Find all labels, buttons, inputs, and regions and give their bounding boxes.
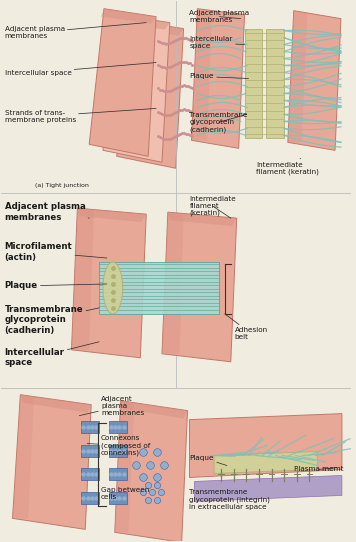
Text: Intercellular space: Intercellular space (5, 62, 156, 75)
Bar (109, 444, 127, 456)
Text: Transmembrane
glycoprotein
(cadherin): Transmembrane glycoprotein (cadherin) (189, 112, 248, 133)
Text: Gap between
cells: Gap between cells (98, 486, 149, 500)
Polygon shape (115, 401, 188, 542)
Text: Adjacent
plasma
membranes: Adjacent plasma membranes (79, 396, 144, 416)
Polygon shape (121, 401, 188, 418)
Text: Intermediate
filament (keratin): Intermediate filament (keratin) (256, 158, 319, 175)
Text: Connexons
(composed of
connexins): Connexons (composed of connexins) (87, 435, 150, 456)
Text: Intermediate
filament
(keratin): Intermediate filament (keratin) (189, 196, 236, 218)
Polygon shape (101, 9, 156, 24)
Polygon shape (194, 475, 342, 501)
Bar (81, 493, 99, 505)
Text: Microfilament
(actin): Microfilament (actin) (5, 242, 107, 262)
Polygon shape (115, 15, 170, 30)
Polygon shape (72, 208, 146, 358)
Polygon shape (20, 395, 91, 412)
Text: Adhesion
belt: Adhesion belt (225, 314, 268, 340)
Polygon shape (168, 212, 237, 226)
Text: Intercellular
space: Intercellular space (5, 342, 99, 367)
Text: Transmembrane
glycoprotein
(cadherin): Transmembrane glycoprotein (cadherin) (5, 305, 99, 335)
Text: Adjacent plasma
membranes: Adjacent plasma membranes (189, 10, 250, 23)
Bar (109, 493, 127, 505)
Polygon shape (115, 401, 135, 532)
Polygon shape (288, 11, 308, 143)
Polygon shape (162, 212, 237, 362)
Bar (81, 444, 99, 456)
Text: Plasma memt: Plasma memt (294, 467, 343, 473)
Polygon shape (192, 9, 212, 140)
Polygon shape (214, 451, 317, 474)
Polygon shape (129, 21, 184, 36)
Text: Intercellular
space: Intercellular space (189, 36, 245, 49)
Polygon shape (89, 9, 156, 156)
Text: Plaque: Plaque (189, 74, 248, 80)
Text: Adjacent plasma
membranes: Adjacent plasma membranes (5, 23, 146, 39)
Text: Plaque: Plaque (189, 455, 227, 466)
Bar (81, 421, 99, 433)
Bar (109, 421, 127, 433)
Polygon shape (103, 15, 170, 162)
Polygon shape (72, 208, 94, 350)
Ellipse shape (103, 262, 122, 314)
Text: (a) Tight junction: (a) Tight junction (35, 183, 89, 188)
Polygon shape (192, 9, 245, 149)
Bar (266, 29, 284, 138)
Bar (81, 468, 99, 480)
Bar (245, 29, 262, 138)
Text: Transmembrane
glycoprotein (integrin)
in extracellular space: Transmembrane glycoprotein (integrin) in… (189, 489, 270, 510)
Polygon shape (288, 11, 341, 150)
Text: Adjacent plasma
membranes: Adjacent plasma membranes (5, 203, 89, 222)
Bar (99, 262, 219, 314)
Polygon shape (189, 414, 342, 478)
Polygon shape (12, 395, 34, 518)
Polygon shape (77, 208, 146, 222)
Polygon shape (12, 395, 91, 530)
Bar (109, 468, 127, 480)
Text: Strands of trans-
membrane proteins: Strands of trans- membrane proteins (5, 108, 156, 123)
Polygon shape (162, 212, 184, 354)
Polygon shape (117, 21, 184, 168)
Text: Plaque: Plaque (5, 281, 107, 291)
